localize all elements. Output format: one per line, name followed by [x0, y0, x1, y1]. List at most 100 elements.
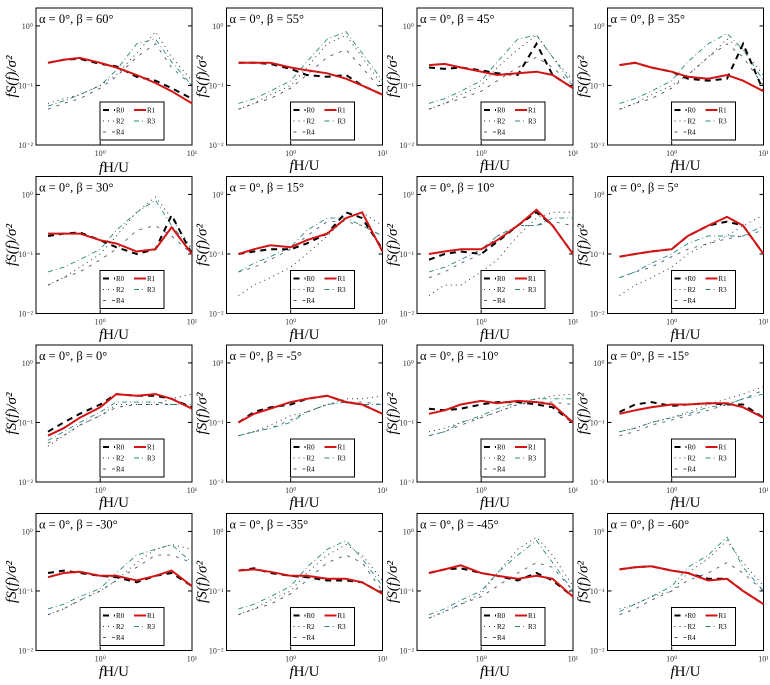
x-axis-label: fH/U	[670, 495, 701, 511]
series-r0-line	[47, 212, 193, 256]
legend-label: R3	[719, 118, 728, 126]
legend-label: R4	[497, 466, 506, 474]
x-tick-label: 10¹	[187, 318, 198, 327]
y-tick-label: 10⁻²	[590, 141, 605, 150]
y-axis-label: fS(f)/σ²	[385, 224, 401, 266]
legend-label: R3	[528, 118, 537, 126]
legend-label: R0	[116, 612, 125, 620]
panel-title: α = 0°, β = -15°	[611, 349, 690, 363]
legend-label: R3	[338, 455, 347, 463]
legend-label: R1	[338, 444, 347, 452]
legend-label: R1	[528, 612, 537, 620]
legend-label: R1	[147, 107, 156, 115]
legend-label: R3	[719, 623, 728, 631]
y-tick-label: 10⁰	[593, 359, 604, 368]
y-axis-label: fS(f)/σ²	[195, 224, 211, 266]
legend-box	[480, 101, 546, 141]
legend-label: R2	[688, 455, 697, 463]
x-tick-label: 10⁰	[666, 486, 677, 495]
series-r4-line	[47, 43, 193, 110]
legend-label: R0	[307, 612, 316, 620]
y-tick-label: 10⁰	[212, 359, 223, 368]
panel-8: 10⁰ 10¹ 10⁻² 10⁻¹ 10⁰ α = 0°, β = 5° R0 R1 R2 R3 R…	[576, 176, 769, 327]
y-axis-label: fS(f)/σ²	[385, 55, 401, 97]
legend-label: R0	[497, 275, 506, 283]
x-tick-label: 10⁰	[285, 486, 296, 495]
y-tick-label: 10⁻²	[18, 310, 33, 319]
series-r0-line	[238, 211, 384, 255]
panel-16: 10⁰ 10¹ 10⁻² 10⁻¹ 10⁰ α = 0°, β = -60° R0 R1 R2 R…	[576, 513, 769, 664]
legend-label: R3	[147, 455, 156, 463]
series-r0-line	[238, 567, 383, 595]
legend-label: R3	[719, 286, 728, 294]
legend-label: R4	[688, 297, 697, 305]
series-r2-line	[47, 544, 193, 616]
y-tick-label: 10⁻¹	[209, 81, 224, 90]
panel-9: 10⁰ 10¹ 10⁻² 10⁻¹ 10⁰ α = 0°, β = 0° R0 R1 R2 R3 R…	[4, 344, 198, 495]
y-tick-label: 10⁻¹	[399, 418, 414, 427]
series-r2-line	[428, 34, 574, 110]
series-r1-line	[238, 211, 384, 255]
series-r2-line	[47, 30, 193, 104]
y-axis-label: fS(f)/σ²	[195, 55, 211, 97]
legend-label: R2	[307, 623, 316, 631]
legend-label: R3	[147, 118, 156, 126]
y-tick-label: 10⁻¹	[209, 587, 224, 596]
series-r0-line	[428, 401, 574, 424]
x-tick-label: 10⁰	[95, 655, 106, 664]
plot-frame	[416, 513, 574, 651]
series-r2-line	[238, 211, 383, 297]
series-r3-line	[238, 401, 383, 437]
legend-box	[99, 101, 165, 141]
plot-frame	[226, 513, 383, 651]
series-r0-line	[428, 567, 574, 598]
legend-label: R3	[528, 623, 537, 631]
x-tick-label: 10⁰	[285, 149, 296, 158]
panel-title: α = 0°, β = 30°	[39, 181, 114, 195]
legend-box	[480, 438, 546, 478]
y-tick-label: 10⁻²	[590, 647, 605, 656]
legend-box	[290, 101, 355, 141]
y-tick-label: 10⁻¹	[590, 81, 605, 90]
panel-2: 10⁰ 10¹ 10⁻² 10⁻¹ 10⁰ α = 0°, β = 55° R0 R1 R2 R3…	[195, 7, 388, 158]
legend-box	[671, 607, 736, 646]
x-tick-label: 10¹	[377, 655, 388, 664]
y-tick-label: 10⁻¹	[18, 587, 33, 596]
series-r4-line	[238, 554, 383, 616]
plot-frame	[416, 7, 574, 146]
y-tick-label: 10⁻¹	[18, 250, 33, 259]
legend-label: R2	[116, 286, 125, 294]
legend-label: R1	[528, 444, 537, 452]
series-r4-line	[238, 401, 383, 437]
legend-label: R4	[116, 466, 125, 474]
series-r3-line	[47, 199, 193, 273]
legend-label: R2	[116, 623, 125, 631]
series-r4-line	[47, 554, 193, 616]
panel-title: α = 0°, β = 0°	[39, 349, 107, 363]
plot-frame	[35, 513, 193, 651]
x-tick-label: 10⁰	[476, 486, 487, 495]
y-tick-label: 10⁻¹	[399, 587, 414, 596]
series-r3-line	[619, 225, 764, 279]
panel-1: 10⁰ 10¹ 10⁻² 10⁻¹ 10⁰ α = 0°, β = 60° R0 R1 R2 R3…	[4, 7, 198, 176]
legend-label: R0	[307, 275, 316, 283]
series-r4-line	[47, 404, 192, 444]
panel-4: 10⁰ 10¹ 10⁻² 10⁻¹ 10⁰ α = 0°, β = 35° R0 R1 R2 R3…	[576, 7, 769, 158]
y-tick-label: 10⁰	[403, 527, 414, 536]
y-tick-label: 10⁻¹	[590, 587, 605, 596]
legend-box	[99, 438, 165, 478]
legend-label: R1	[147, 444, 156, 452]
legend-box	[671, 270, 736, 309]
y-axis-label: fS(f)/σ²	[4, 561, 20, 603]
legend-box	[290, 607, 355, 646]
legend-label: R0	[688, 444, 697, 452]
x-axis-label: fH/U	[99, 160, 129, 176]
x-axis-label: fH/U	[98, 495, 129, 511]
x-axis-label: fH/U	[289, 495, 320, 511]
x-axis-label: fH/U	[289, 663, 320, 680]
panel-title: α = 0°, β = 55°	[230, 12, 305, 26]
series-r0-line	[619, 41, 765, 92]
y-tick-label: 10⁰	[22, 22, 33, 31]
series-r3-line	[428, 217, 573, 273]
panel-title: α = 0°, β = 10°	[420, 181, 495, 195]
